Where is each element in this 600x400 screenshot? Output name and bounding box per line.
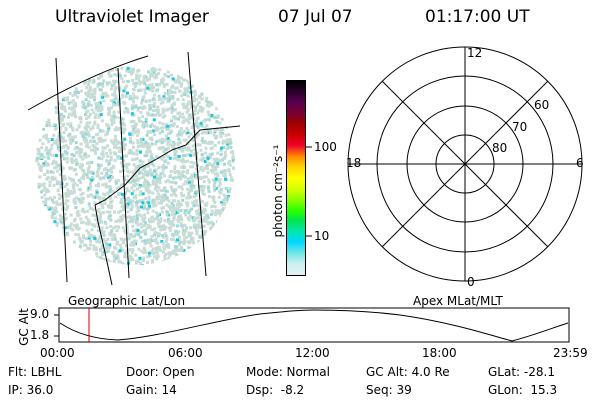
uv-emission-speckles xyxy=(35,66,235,265)
header-date: 07 Jul 07 xyxy=(278,7,353,27)
colorbar-tick-10: 10 xyxy=(314,229,330,243)
mlat-label-60: 60 xyxy=(534,98,550,112)
xtick-2359: 23:59 xyxy=(553,346,588,360)
footer-flt: Flt: LBHL xyxy=(8,365,62,379)
mlt-label-6: 6 xyxy=(576,156,584,170)
footer-dsp: Dsp: -8.2 xyxy=(246,383,305,397)
colorbar xyxy=(286,80,306,276)
footer-door: Door: Open xyxy=(126,365,195,379)
xtick-0600: 06:00 xyxy=(168,346,203,360)
xtick-1200: 12:00 xyxy=(295,346,330,360)
colorbar-tick-100: 100 xyxy=(314,140,337,154)
instrument-title: Ultraviolet Imager xyxy=(55,7,209,27)
mlt-label-18: 18 xyxy=(346,156,362,170)
footer-glon: GLon: 15.3 xyxy=(488,383,558,397)
footer-mode: Mode: Normal xyxy=(246,365,330,379)
mlat-label-70: 70 xyxy=(512,120,528,134)
footer-seq: Seq: 39 xyxy=(366,383,412,397)
footer-glat: GLat: -28.1 xyxy=(488,365,555,379)
xtick-0000: 00:00 xyxy=(40,346,75,360)
footer-gcalt: GC Alt: 4.0 Re xyxy=(366,365,450,379)
geographic-image-panel xyxy=(27,51,241,286)
colorbar-unit-label: photon cm⁻²s⁻¹ xyxy=(271,144,285,238)
mlt-label-12: 12 xyxy=(467,46,483,60)
geographic-label: Geographic Lat/Lon xyxy=(68,294,186,308)
header-time: 01:17:00 UT xyxy=(425,7,530,27)
apex-label: Apex MLat/MLT xyxy=(413,294,503,308)
colorbar-ticks xyxy=(306,146,312,237)
xtick-1800: 18:00 xyxy=(422,346,457,360)
mlat-label-80: 80 xyxy=(492,141,508,155)
mlt-label-0: 0 xyxy=(467,275,475,289)
altitude-strip-plot xyxy=(54,307,570,343)
footer-ip: IP: 36.0 xyxy=(8,383,54,397)
altitude-ytick-low: 1.8 xyxy=(30,328,50,342)
altitude-ylabel: GC Alt xyxy=(17,308,31,346)
footer-gain: Gain: 14 xyxy=(126,383,177,397)
altitude-ytick-high: 9.0 xyxy=(30,307,50,321)
polar-mlat-mlt-plot xyxy=(347,46,583,282)
geographic-grid-lines xyxy=(27,51,241,286)
colorbar-gradient xyxy=(286,80,306,276)
